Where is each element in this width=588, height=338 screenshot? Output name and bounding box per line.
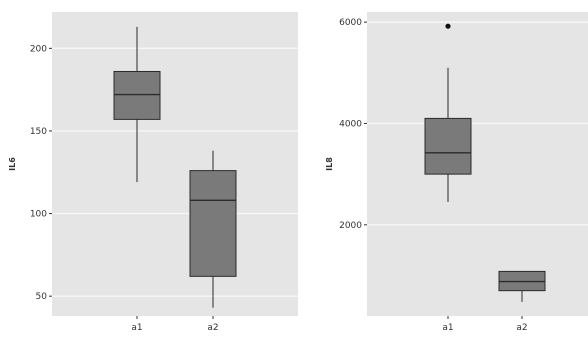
il8-y-axis: 2000 4000 6000: [339, 18, 367, 231]
il8-x-tick-label: a2: [516, 323, 527, 333]
il8-chart: 2000 4000 6000 a1 a2 IL8: [325, 12, 588, 333]
il6-chart: 50 100 150 200 a1 a2 IL6: [8, 12, 298, 333]
il6-box-a1: [113, 26, 161, 183]
il8-box-a1: [424, 23, 472, 202]
il6-y-tick-label: 200: [30, 44, 47, 54]
il8-y-tick-label: 6000: [339, 18, 362, 28]
il6-y-tick-label: 50: [36, 292, 48, 302]
il6-x-tick-label: a2: [207, 323, 218, 333]
il6-plot-panel: [52, 12, 298, 316]
iqr-box: [113, 70, 161, 120]
il6-gridlines: [52, 47, 298, 297]
il6-x-tick-label: a1: [131, 323, 142, 333]
outlier-point: [445, 23, 451, 29]
il6-y-axis: 50 100 150 200: [30, 44, 52, 302]
il6-x-axis: a1 a2: [131, 316, 219, 333]
il6-box-a2: [189, 150, 237, 308]
il8-x-tick-label: a1: [442, 323, 453, 333]
il8-box-a2: [498, 270, 546, 302]
il8-x-axis: a1 a2: [442, 316, 528, 333]
il6-y-tick-label: 100: [30, 210, 47, 220]
il6-y-axis-title: IL6: [8, 157, 17, 171]
il6-y-tick-label: 150: [30, 127, 47, 137]
il8-plot-panel: [367, 12, 588, 316]
il8-y-axis-title: IL8: [325, 157, 334, 171]
il8-y-tick-label: 4000: [339, 119, 362, 129]
il8-gridlines: [367, 21, 588, 226]
iqr-box: [189, 170, 237, 277]
il6-boxes: [113, 26, 237, 308]
il8-boxes: [424, 23, 546, 302]
il8-y-tick-label: 2000: [339, 221, 362, 231]
iqr-box: [424, 117, 472, 175]
